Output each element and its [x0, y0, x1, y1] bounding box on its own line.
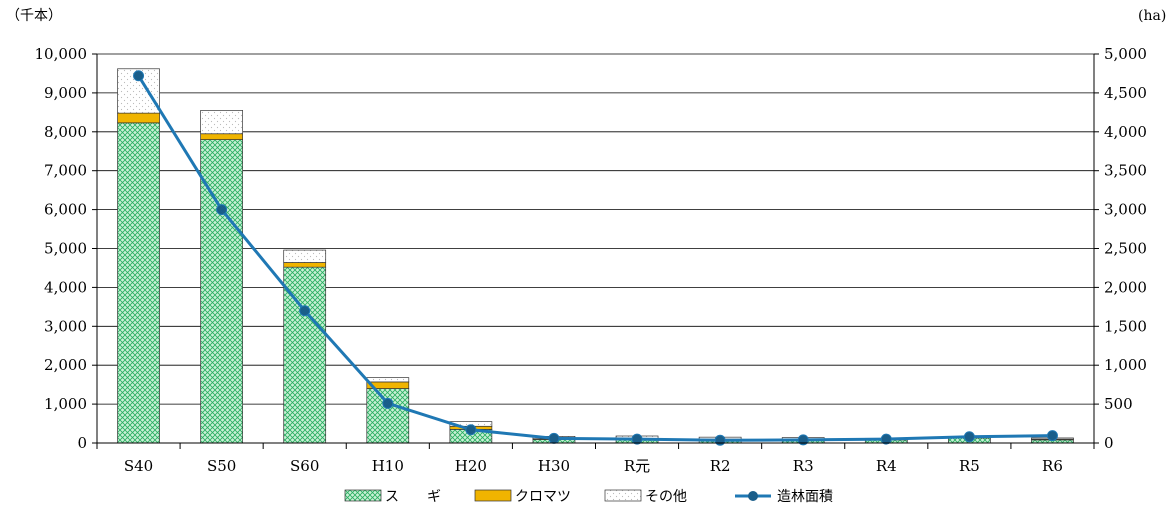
legend-label: 造林面積 — [777, 489, 833, 505]
y-left-tick-label: 5,000 — [44, 240, 87, 258]
bar-kuromatsu — [201, 134, 243, 140]
y-right-tick-label: 4,500 — [1104, 84, 1147, 102]
x-tick-label: R元 — [624, 457, 650, 475]
legend-label: その他 — [645, 489, 687, 505]
area-line — [134, 71, 1058, 445]
legend-swatch-sonota — [605, 490, 641, 501]
y-right-tick-label: 1,000 — [1104, 356, 1147, 374]
gridlines — [97, 54, 1094, 443]
y-right-tick-label: 1,500 — [1104, 317, 1147, 335]
bar-kuromatsu — [284, 263, 326, 268]
x-tick-label: R3 — [793, 457, 814, 475]
line-point — [217, 205, 227, 215]
x-tick-label: R2 — [710, 457, 731, 475]
y-right-tick-label: 3,000 — [1104, 201, 1147, 219]
y-left-tick-label: 3,000 — [44, 317, 87, 335]
y-left-tick-label: 8,000 — [44, 123, 87, 141]
bar-sugi — [367, 389, 409, 443]
line-point — [715, 435, 725, 445]
bar-sonota — [201, 110, 243, 133]
legend-swatch-sugi — [345, 490, 381, 501]
y-left-tick-label: 4,000 — [44, 278, 87, 296]
y-right-tick-label: 2,500 — [1104, 240, 1147, 258]
line-point — [134, 71, 144, 81]
line-point — [549, 433, 559, 443]
x-tick-label: S40 — [124, 457, 153, 475]
legend-line-marker — [748, 491, 758, 501]
bar-kuromatsu — [118, 113, 160, 123]
y-left-tick-label: 0 — [77, 434, 87, 452]
y-right-tick-label: 5,000 — [1104, 45, 1147, 63]
y-left-tick-label: 7,000 — [44, 162, 87, 180]
y-right-tick-label: 0 — [1104, 434, 1114, 452]
y-left-tick-label: 9,000 — [44, 84, 87, 102]
y-right-tick-label: 4,000 — [1104, 123, 1147, 141]
legend-label: ス ギ — [385, 489, 441, 505]
line-zourin-menseki — [139, 76, 1053, 440]
line-point — [964, 432, 974, 442]
x-tick-label: H20 — [455, 457, 487, 475]
line-point — [1047, 431, 1057, 441]
line-point — [300, 306, 310, 316]
legend: ス ギ クロマツ その他 造林面積 — [345, 489, 833, 505]
x-tick-label: S50 — [207, 457, 236, 475]
y-left-tick-label: 2,000 — [44, 356, 87, 374]
y-right-tick-label: 3,500 — [1104, 162, 1147, 180]
y-left-tick-label: 10,000 — [35, 45, 88, 63]
legend-swatch-kuromatsu — [475, 490, 511, 501]
line-point — [466, 425, 476, 435]
bar-sugi — [118, 123, 160, 443]
bar-sonota — [284, 250, 326, 262]
y-left-tick-label: 6,000 — [44, 201, 87, 219]
y-right-tick-label: 2,000 — [1104, 278, 1147, 296]
x-tick-label: R6 — [1042, 457, 1063, 475]
x-tick-label: S60 — [290, 457, 319, 475]
x-tick-label: R5 — [959, 457, 980, 475]
x-tick-label: H30 — [538, 457, 570, 475]
legend-label: クロマツ — [515, 489, 571, 505]
x-tick-label: R4 — [876, 457, 897, 475]
y-left-tick-label: 1,000 — [44, 395, 87, 413]
line-point — [383, 398, 393, 408]
bar-sonota — [367, 378, 409, 382]
y-left-unit: （千本） — [6, 8, 62, 24]
y-right-unit: (ha) — [1138, 8, 1166, 24]
x-tick-label: H10 — [372, 457, 404, 475]
y-right-tick-label: 500 — [1104, 395, 1133, 413]
